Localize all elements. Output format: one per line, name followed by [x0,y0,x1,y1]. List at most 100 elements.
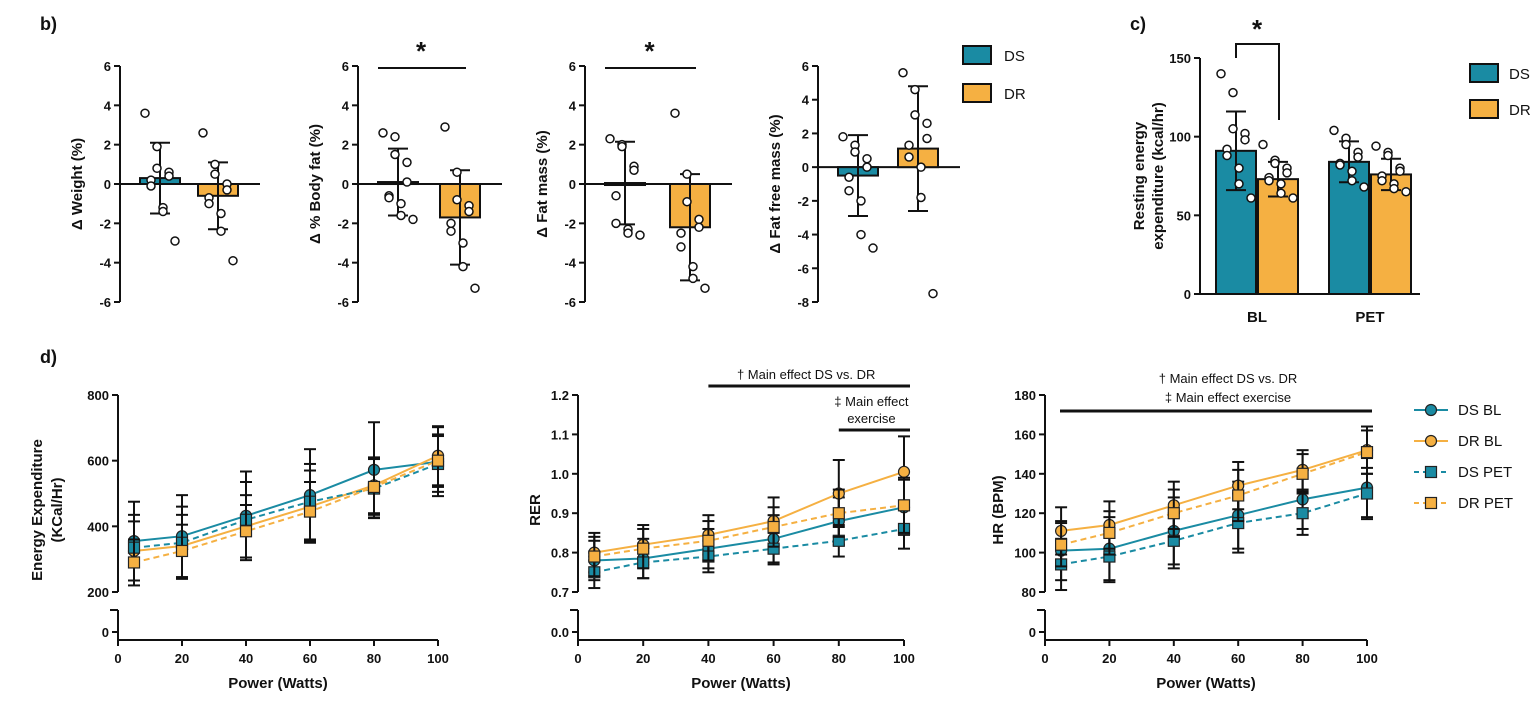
x-tick-label: 40 [1167,651,1181,666]
x-tick-label: 0 [574,651,581,666]
data-point [694,214,704,225]
y-tick-label: 6 [802,59,809,74]
data-point [440,122,450,132]
data-point [198,128,208,138]
data-point [1276,188,1286,199]
data-point [635,230,645,240]
y-tick-label: 1.0 [551,467,569,482]
data-point [862,162,872,172]
marker-DR-PET [1103,526,1116,540]
panel-label-b: b) [40,14,57,34]
legend-label-DR: DR [1509,102,1531,119]
y-tick-label: 600 [87,454,109,469]
y-tick-label: 800 [87,388,109,403]
y-tick-label: -2 [337,216,349,231]
data-point [916,162,926,172]
data-point [670,108,680,118]
x-tick-label: 20 [175,651,189,666]
panel-label-d: d) [40,347,57,367]
data-point [928,288,938,299]
y-tick-label: -6 [564,295,576,310]
marker-DR-PET [1360,446,1374,459]
series-line-DS-PET [594,528,905,574]
data-point [452,194,462,205]
data-point [1276,179,1286,189]
data-point [629,165,639,175]
data-point [384,193,394,203]
y-tick-label: -6 [797,261,809,276]
annotation-main-effect-exercise: ‡ Main effect exercise [1165,390,1291,405]
data-point [910,84,920,95]
data-point [1246,193,1256,203]
x-tick-label: 60 [1231,651,1245,666]
y-tick-label: -2 [99,216,111,231]
data-point [1347,175,1357,186]
y-tick-label: -8 [797,295,809,310]
y-tick-label: -2 [797,194,809,209]
y-tick-label: 150 [1169,51,1191,66]
data-point [904,152,914,162]
y-tick-label: 0.0 [551,625,569,640]
marker-DR-PET [897,499,911,512]
y-tick-label: 4 [104,98,112,113]
marker-DR-PET [1232,489,1245,502]
legend-marker-DS-PET [1424,465,1438,479]
series-line-DS-BL [1061,486,1368,552]
data-point [140,108,150,118]
data-point [1335,160,1345,170]
y-tick-label: 4 [802,93,810,108]
data-point [1347,166,1357,177]
data-point [694,222,704,233]
x-tick-label: 20 [1102,651,1116,666]
panel-label-c: c) [1130,14,1146,34]
legend-marker-DR-PET [1424,496,1438,510]
y-tick-label: 0.8 [551,546,569,561]
legend-swatch-DR [962,83,992,103]
y-tick-label: -4 [797,228,809,243]
y-tick-label: 2 [104,138,111,153]
data-point [850,147,860,157]
data-point [216,226,226,236]
y-axis-label: Δ Weight (%) [69,138,86,230]
y-axis-label: RER [527,494,544,526]
y-axis-label: Δ Fat mass (%) [534,130,551,237]
data-point [868,243,878,253]
marker-DS-PET [1360,487,1374,500]
data-point [396,210,406,221]
y-tick-label: 0 [102,625,109,640]
marker-DS-PET [1296,507,1309,520]
data-point [1371,141,1381,151]
data-point [617,141,627,152]
legend-label-DR-PET: DR PET [1458,495,1513,512]
data-point [688,261,698,272]
series-line-DS-PET [133,462,439,549]
x-tick-label: BL [1247,309,1267,326]
x-tick-label: 40 [239,651,253,666]
data-point [1258,139,1268,150]
data-point [844,172,854,183]
data-point [158,206,168,217]
data-point [904,140,914,150]
data-point [1234,163,1244,173]
y-tick-label: 200 [87,585,109,600]
legend-marker-DS-BL [1424,403,1438,417]
data-point [228,255,238,266]
y-tick-label: 1.2 [551,388,569,403]
data-point [1240,135,1250,145]
x-tick-label: 100 [1356,651,1378,666]
y-tick-label: 0 [802,160,809,175]
data-point [682,169,692,179]
marker-DR-PET [367,480,381,494]
y-tick-label: 100 [1014,546,1036,561]
data-point [1228,87,1238,98]
y-tick-label: 50 [1177,208,1191,223]
y-tick-label: 0.9 [551,506,569,521]
data-point [210,159,220,170]
x-axis-label: Power (Watts) [691,675,790,692]
data-point [611,218,621,229]
legend-swatch-DR [1469,99,1499,119]
significance-star: * [1252,14,1263,44]
data-point [676,228,686,238]
y-tick-label: 160 [1014,427,1036,442]
